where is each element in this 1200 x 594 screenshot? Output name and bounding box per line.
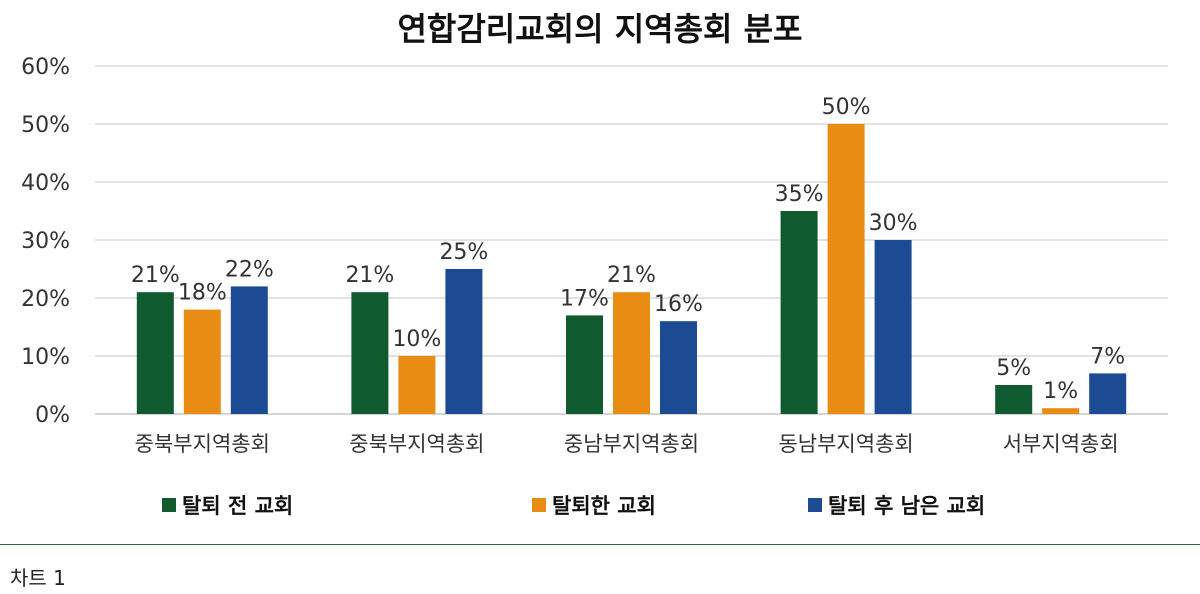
y-tick-label: 0% [35, 403, 70, 428]
data-label: 18% [178, 281, 227, 306]
data-label: 35% [775, 182, 824, 207]
bar [183, 309, 221, 414]
data-label: 5% [996, 356, 1031, 381]
chart: 연합감리교회의 지역총회 분포 0% 10% 20% 30% 40% 50% 60% 21%… [21, 10, 1168, 518]
data-label: 50% [822, 95, 871, 120]
y-tick-label: 40% [21, 171, 70, 196]
y-tick-label: 20% [21, 287, 70, 312]
chart-caption: 차트 1 [10, 566, 66, 590]
x-tick-label: 중북부지역총회 [135, 432, 270, 456]
y-tick-label: 50% [21, 113, 70, 138]
data-label: 10% [392, 327, 441, 352]
bar [351, 292, 389, 414]
data-label: 22% [225, 257, 274, 282]
data-label: 1% [1043, 379, 1078, 404]
bar [566, 315, 603, 414]
chart-title: 연합감리교회의 지역총회 분포 [397, 10, 802, 48]
data-label: 16% [654, 292, 703, 317]
bar [136, 292, 174, 414]
bar [445, 269, 483, 414]
data-label: 25% [439, 240, 488, 265]
y-axis-ticks: 0% 10% 20% 30% 40% 50% 60% [21, 55, 70, 428]
legend-label: 탈퇴 후 남은 교회 [828, 494, 985, 518]
x-axis-ticks: 중북부지역총회 중북부지역총회 중남부지역총회 동남부지역총회 서부지역총회 [135, 432, 1119, 456]
y-tick-label: 60% [21, 55, 70, 80]
legend-label: 탈퇴 전 교회 [182, 494, 293, 518]
bar [874, 240, 912, 414]
bar [1089, 373, 1127, 414]
x-tick-label: 서부지역총회 [1003, 432, 1119, 456]
x-tick-label: 동남부지역총회 [778, 432, 913, 456]
data-label: 7% [1090, 344, 1125, 369]
data-label: 21% [345, 263, 394, 288]
bar [398, 356, 436, 414]
bar [995, 385, 1033, 414]
bar [230, 286, 268, 414]
bar [1042, 408, 1080, 414]
x-tick-label: 중북부지역총회 [349, 432, 484, 456]
y-tick-label: 30% [21, 229, 70, 254]
legend-swatch [808, 498, 822, 512]
data-label: 17% [560, 286, 609, 311]
legend-label: 탈퇴한 교회 [552, 494, 656, 518]
bar [780, 211, 818, 414]
legend-swatch [532, 498, 546, 512]
x-tick-label: 중남부지역총회 [564, 432, 699, 456]
bar [827, 124, 865, 414]
y-tick-label: 10% [21, 345, 70, 370]
bar [660, 321, 697, 414]
bars [136, 124, 1127, 414]
legend-swatch [162, 498, 176, 512]
divider [0, 544, 1200, 545]
legend: 탈퇴 전 교회 탈퇴한 교회 탈퇴 후 남은 교회 [162, 494, 985, 518]
bar [613, 292, 650, 414]
data-label: 21% [131, 263, 180, 288]
data-label: 30% [869, 211, 918, 236]
data-labels: 21%18%22% 21%10%25%17%21%16%35%50%30%5%1%… [131, 95, 1125, 404]
data-label: 21% [607, 263, 656, 288]
